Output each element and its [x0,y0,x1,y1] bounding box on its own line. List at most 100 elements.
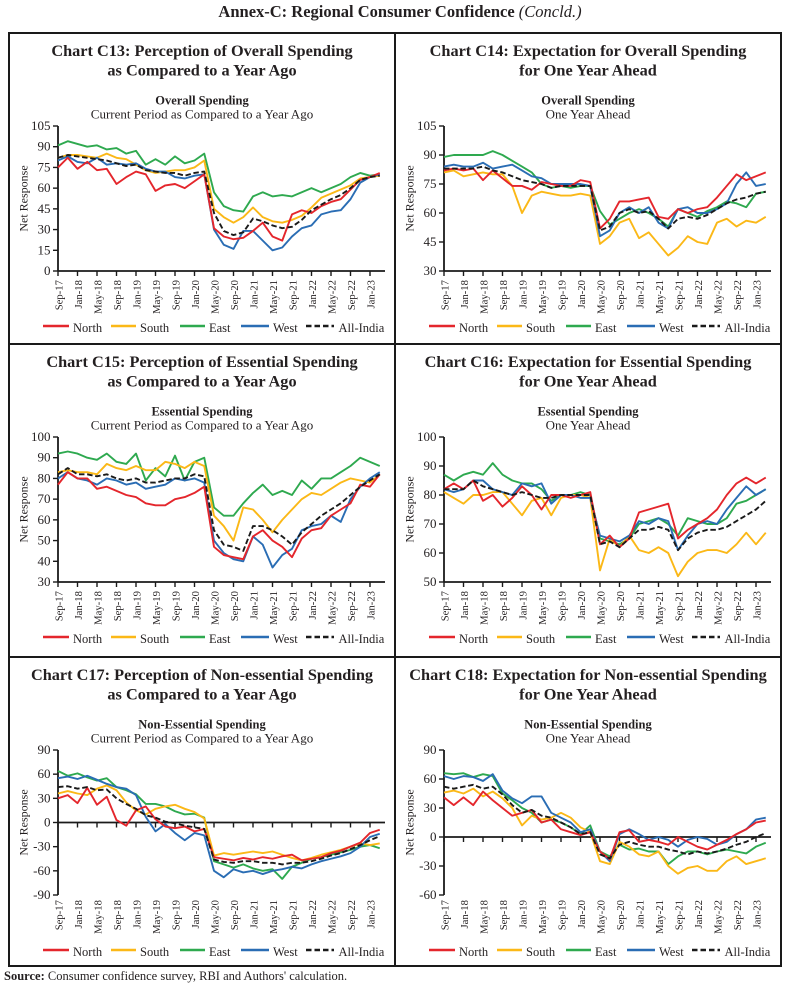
svg-text:Non-Essential Spending: Non-Essential Spending [524,718,652,732]
svg-text:Jan-21: Jan-21 [249,280,261,309]
svg-text:90: 90 [38,742,51,757]
svg-text:May-18: May-18 [478,591,490,625]
svg-text:Jan-18: Jan-18 [73,900,85,929]
svg-text:Jan-21: Jan-21 [634,591,646,620]
svg-text:Jan-20: Jan-20 [190,280,202,309]
svg-text:All-India: All-India [339,321,385,335]
svg-text:Jan-18: Jan-18 [459,591,471,620]
svg-text:East: East [209,321,231,335]
svg-text:30: 30 [423,800,436,815]
svg-text:Sep-18: Sep-18 [112,280,124,310]
svg-text:Sep-17: Sep-17 [54,279,66,310]
svg-text:80: 80 [38,470,51,485]
svg-text:Jan-23: Jan-23 [366,900,378,929]
svg-text:Sep-22: Sep-22 [732,900,744,930]
svg-text:Jan-22: Jan-22 [307,900,319,929]
svg-text:30: 30 [38,574,51,589]
svg-text:70: 70 [423,516,436,531]
svg-text:Overall Spending: Overall Spending [541,94,635,108]
svg-text:Overall Spending: Overall Spending [155,94,249,108]
svg-text:May-18: May-18 [93,591,105,625]
svg-text:All-India: All-India [724,321,770,335]
svg-text:East: East [595,632,617,646]
svg-text:Jan-18: Jan-18 [459,280,471,309]
svg-text:30: 30 [38,790,51,805]
svg-text:Net Response: Net Response [402,165,416,231]
svg-text:May-21: May-21 [654,591,666,625]
svg-text:Chart C18: Expectation for Non: Chart C18: Expectation for Non-essential… [409,665,766,684]
svg-text:-30: -30 [419,858,436,873]
svg-text:Sep-18: Sep-18 [112,900,124,930]
svg-text:North: North [459,321,489,335]
svg-text:Sep-21: Sep-21 [673,900,685,930]
svg-text:Essential Spending: Essential Spending [151,405,253,419]
svg-text:May-19: May-19 [537,280,549,314]
svg-text:Jan-19: Jan-19 [517,591,529,620]
svg-text:Net Response: Net Response [17,165,31,231]
svg-text:May-21: May-21 [654,280,666,314]
svg-text:Chart C14: Expectation for Ove: Chart C14: Expectation for Overall Spend… [429,41,746,60]
svg-text:Sep-19: Sep-19 [171,591,183,621]
svg-text:Current Period as Compared to: Current Period as Compared to a Year Ago [91,107,313,122]
svg-text:May-22: May-22 [327,900,339,934]
svg-text:May-18: May-18 [93,280,105,314]
svg-text:West: West [659,632,684,646]
svg-text:105: 105 [417,118,437,133]
svg-text:Sep-17: Sep-17 [439,590,451,621]
svg-text:Jan-22: Jan-22 [307,280,319,309]
svg-text:100: 100 [31,429,51,444]
svg-text:Sep-21: Sep-21 [673,280,685,310]
svg-text:May-20: May-20 [210,591,222,625]
svg-text:-60: -60 [419,887,436,902]
svg-text:90: 90 [423,147,436,162]
svg-text:Sep-19: Sep-19 [556,900,568,930]
svg-text:May-22: May-22 [327,280,339,314]
svg-text:Sep-20: Sep-20 [615,591,627,621]
svg-text:Net Response: Net Response [17,476,31,542]
svg-text:Sep-22: Sep-22 [346,900,358,930]
svg-text:All-India: All-India [339,632,385,646]
svg-text:70: 70 [38,491,51,506]
svg-text:West: West [273,632,298,646]
svg-text:Current Period as Compared to: Current Period as Compared to a Year Ago [91,418,313,433]
svg-text:One Year Ahead: One Year Ahead [545,418,630,433]
svg-text:Jan-22: Jan-22 [693,900,705,929]
svg-text:Sep-20: Sep-20 [615,280,627,310]
svg-text:Chart C15: Perception of Essen: Chart C15: Perception of Essential Spend… [46,352,357,371]
svg-text:0: 0 [430,829,437,844]
svg-text:60: 60 [38,512,51,527]
svg-text:Jan-19: Jan-19 [132,280,144,309]
svg-text:All-India: All-India [724,632,770,646]
svg-text:North: North [73,321,103,335]
svg-text:East: East [595,945,617,959]
svg-text:May-21: May-21 [654,900,666,934]
svg-text:Non-Essential Spending: Non-Essential Spending [138,718,266,732]
svg-text:as Compared to a Year Ago: as Compared to a Year Ago [107,685,296,704]
svg-text:West: West [659,321,684,335]
svg-text:Jan-20: Jan-20 [190,591,202,620]
svg-text:Jan-22: Jan-22 [693,591,705,620]
svg-text:Chart C13: Perception of Overa: Chart C13: Perception of Overall Spendin… [51,41,352,60]
svg-text:North: North [73,945,103,959]
svg-text:75: 75 [38,159,51,174]
svg-text:Sep-20: Sep-20 [229,591,241,621]
svg-text:May-19: May-19 [151,900,163,934]
svg-text:Sep-19: Sep-19 [171,280,183,310]
svg-text:0: 0 [44,263,51,278]
svg-text:90: 90 [423,742,436,757]
svg-text:Essential Spending: Essential Spending [537,405,639,419]
svg-text:Net Response: Net Response [17,789,31,855]
svg-text:May-18: May-18 [478,280,490,314]
svg-text:Jan-19: Jan-19 [132,591,144,620]
svg-text:Sep-21: Sep-21 [288,900,300,930]
svg-text:Jan-21: Jan-21 [249,591,261,620]
svg-text:Sep-17: Sep-17 [54,590,66,621]
svg-text:East: East [209,945,231,959]
svg-text:Sep-19: Sep-19 [171,900,183,930]
svg-text:Sep-18: Sep-18 [498,900,510,930]
svg-text:Sep-18: Sep-18 [112,591,124,621]
svg-text:May-20: May-20 [210,280,222,314]
svg-text:One Year Ahead: One Year Ahead [545,731,630,746]
svg-text:Jan-22: Jan-22 [693,280,705,309]
svg-text:60: 60 [423,205,436,220]
